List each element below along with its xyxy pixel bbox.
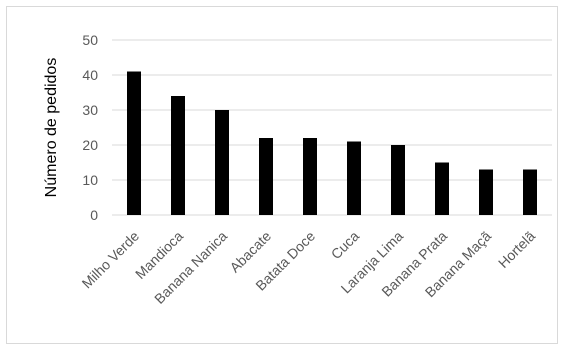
bar: [347, 141, 361, 215]
bar: [127, 71, 141, 215]
y-tick-label: 10: [82, 172, 98, 188]
y-tick-label: 30: [82, 102, 98, 118]
y-tick-label: 50: [82, 32, 98, 48]
y-tick-label: 20: [82, 137, 98, 153]
x-tick-label: Cuca: [328, 228, 363, 263]
x-tick-label: Milho Verde: [79, 228, 143, 292]
gridlines: [112, 39, 552, 216]
y-tick-label: 0: [90, 207, 98, 223]
bar: [391, 145, 405, 215]
bar: [171, 96, 185, 215]
y-tick-label: 40: [82, 67, 98, 83]
y-tick-labels: 0 10 20 30 40 50: [82, 32, 98, 223]
bar: [479, 169, 493, 215]
chart-frame: [6, 6, 558, 344]
bar: [523, 169, 537, 215]
bar: [259, 138, 273, 215]
bar: [215, 110, 229, 215]
y-axis-label: Número de pedidos: [43, 58, 60, 198]
bars: [127, 71, 537, 215]
x-tick-label: Hortelã: [495, 228, 538, 271]
bar: [303, 138, 317, 215]
bar: [435, 162, 449, 215]
